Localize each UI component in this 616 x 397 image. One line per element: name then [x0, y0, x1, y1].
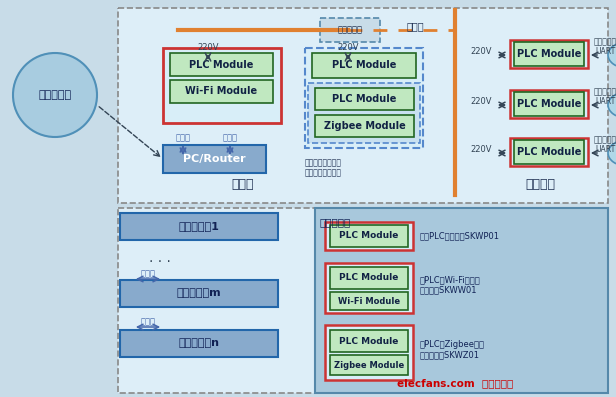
- Text: PLC Module: PLC Module: [517, 99, 581, 109]
- Bar: [315, 88, 414, 110]
- Text: PLC Module: PLC Module: [339, 231, 399, 241]
- Ellipse shape: [608, 42, 616, 68]
- Text: 车间区域: 车间区域: [525, 179, 555, 191]
- Bar: [170, 53, 273, 76]
- Text: 以太网: 以太网: [140, 318, 155, 326]
- Text: PLC Module: PLC Module: [517, 49, 581, 59]
- Bar: [305, 48, 423, 148]
- Text: PLC Module: PLC Module: [339, 337, 399, 345]
- Bar: [315, 208, 608, 393]
- Bar: [325, 222, 413, 250]
- Text: 以太网: 以太网: [140, 270, 155, 279]
- Text: 传感器信号: 传感器信号: [593, 37, 616, 46]
- Text: 电力线: 电力线: [406, 21, 424, 31]
- Text: 注：如经过变压器
或电表，需要中继: 注：如经过变压器 或电表，需要中继: [305, 158, 342, 177]
- Bar: [325, 263, 413, 313]
- Bar: [330, 330, 408, 352]
- Bar: [514, 92, 584, 116]
- Text: 地区服务站n: 地区服务站n: [179, 339, 219, 349]
- Bar: [514, 140, 584, 164]
- Ellipse shape: [608, 140, 616, 166]
- Bar: [312, 53, 416, 78]
- Bar: [120, 330, 278, 357]
- Text: elecfans.com  电子发烧友: elecfans.com 电子发烧友: [397, 378, 513, 388]
- Circle shape: [13, 53, 97, 137]
- Text: PLC Module: PLC Module: [332, 94, 397, 104]
- Text: 地区服务站m: 地区服务站m: [177, 289, 221, 299]
- Text: PC/Router: PC/Router: [183, 154, 246, 164]
- Bar: [330, 355, 408, 375]
- Text: UART: UART: [595, 98, 615, 106]
- Text: 220V: 220V: [197, 44, 219, 52]
- Text: 传感器信号: 传感器信号: [593, 135, 616, 145]
- Text: 独立PLC通信模块SKWP01: 独立PLC通信模块SKWP01: [420, 231, 500, 241]
- Text: Zigbee Module: Zigbee Module: [323, 121, 405, 131]
- Text: 变压器电表: 变压器电表: [338, 25, 362, 35]
- Bar: [163, 145, 266, 173]
- Text: 220V: 220V: [470, 145, 492, 154]
- Bar: [330, 267, 408, 289]
- Bar: [510, 40, 588, 68]
- Ellipse shape: [608, 92, 616, 118]
- Bar: [325, 325, 413, 380]
- Text: UART: UART: [595, 145, 615, 154]
- Bar: [163, 48, 281, 123]
- Bar: [510, 90, 588, 118]
- Text: PLC Module: PLC Module: [332, 60, 396, 71]
- Bar: [308, 83, 420, 143]
- Text: · · ·: · · ·: [149, 255, 171, 269]
- Text: 以太网: 以太网: [222, 133, 238, 143]
- Text: 220V: 220V: [337, 44, 359, 52]
- Text: 中心服务站: 中心服务站: [38, 90, 71, 100]
- Text: Zigbee Module: Zigbee Module: [334, 360, 404, 370]
- Bar: [170, 80, 273, 103]
- Text: 地区服务站1: 地区服务站1: [179, 222, 219, 231]
- Text: 以太网: 以太网: [176, 133, 190, 143]
- Text: 办公区: 办公区: [232, 179, 254, 191]
- Bar: [320, 18, 380, 42]
- Bar: [315, 115, 414, 137]
- Bar: [120, 280, 278, 307]
- Bar: [118, 208, 608, 393]
- Bar: [330, 225, 408, 247]
- Text: PLC Module: PLC Module: [517, 147, 581, 157]
- Text: 220V: 220V: [470, 98, 492, 106]
- Bar: [330, 292, 408, 310]
- Text: PLC Module: PLC Module: [339, 274, 399, 283]
- Bar: [120, 213, 278, 240]
- Text: UART: UART: [595, 48, 615, 56]
- Bar: [510, 138, 588, 166]
- Text: PLC Module: PLC Module: [189, 60, 254, 69]
- Text: Wi-Fi Module: Wi-Fi Module: [338, 297, 400, 306]
- Bar: [514, 42, 584, 66]
- Text: 带PLC和Zigbee功能
的通信网关SKWZ01: 带PLC和Zigbee功能 的通信网关SKWZ01: [420, 340, 485, 360]
- Text: 220V: 220V: [470, 48, 492, 56]
- Bar: [118, 8, 608, 203]
- Text: Wi-Fi Module: Wi-Fi Module: [185, 87, 257, 96]
- Text: 传感器信号: 传感器信号: [593, 87, 616, 96]
- Text: 设备列表：: 设备列表：: [320, 217, 351, 227]
- Text: 带PLC和Wi-Fi功能的
通信网关SKWW01: 带PLC和Wi-Fi功能的 通信网关SKWW01: [420, 275, 480, 295]
